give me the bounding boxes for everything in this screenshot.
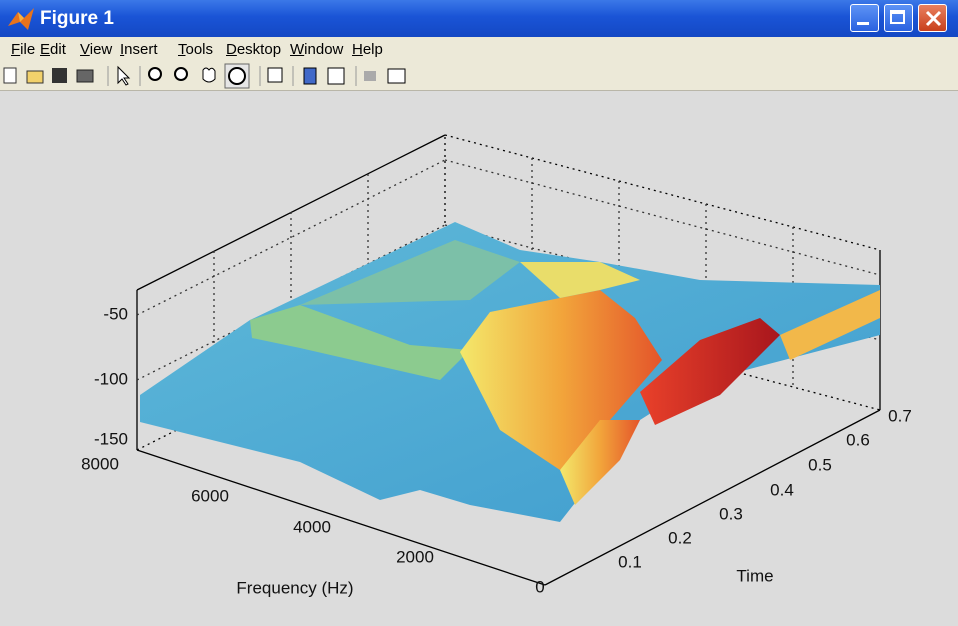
y-tick-label: 0.1 xyxy=(618,552,642,571)
y-tick-label: 0.3 xyxy=(719,504,743,523)
z-tick-label: -150 xyxy=(94,429,128,448)
z-tick-label: -50 xyxy=(103,304,128,323)
y-tick-label: 0.2 xyxy=(668,528,692,547)
x-axis-label: Frequency (Hz) xyxy=(236,578,353,597)
x-tick-label: 6000 xyxy=(191,486,229,505)
x-tick-label: 4000 xyxy=(293,517,331,536)
y-axis-label: Time xyxy=(736,566,773,585)
surface-plot: -50 -100 -150 8000 6000 4000 2000 0 0.1 0.2 0.3 0.4… xyxy=(0,0,958,626)
x-tick-label: 2000 xyxy=(396,547,434,566)
y-tick-label: 0.6 xyxy=(846,430,870,449)
x-tick-label: 8000 xyxy=(81,454,119,473)
x-tick-label: 0 xyxy=(535,577,544,596)
y-tick-label: 0.4 xyxy=(770,480,794,499)
y-tick-label: 0.5 xyxy=(808,455,832,474)
z-tick-label: -100 xyxy=(94,369,128,388)
figure-window: Figure 1 FileEditViewInsertToolsDesktopW… xyxy=(0,0,958,626)
y-tick-label: 0.7 xyxy=(888,406,912,425)
surface xyxy=(140,222,880,522)
